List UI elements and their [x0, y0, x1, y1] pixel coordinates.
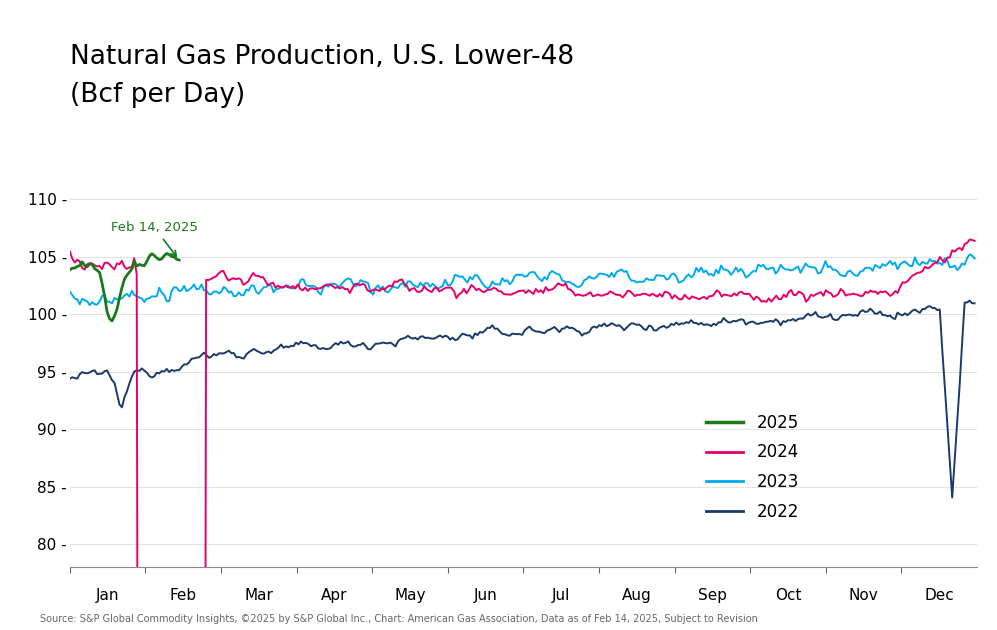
- Legend: 2025, 2024, 2023, 2022: 2025, 2024, 2023, 2022: [700, 407, 806, 527]
- Text: Feb 14, 2025: Feb 14, 2025: [111, 221, 198, 256]
- Text: Apr: Apr: [321, 588, 348, 603]
- Text: Source: S&P Global Commodity Insights, ©2025 by S&P Global Inc., Chart: American: Source: S&P Global Commodity Insights, ©…: [40, 614, 758, 624]
- Text: (Bcf per Day): (Bcf per Day): [70, 82, 245, 108]
- Text: Oct: Oct: [775, 588, 802, 603]
- Text: Natural Gas Production, U.S. Lower-48: Natural Gas Production, U.S. Lower-48: [70, 44, 574, 70]
- Text: May: May: [394, 588, 426, 603]
- Text: Nov: Nov: [848, 588, 878, 603]
- Text: Dec: Dec: [924, 588, 954, 603]
- Text: Jan: Jan: [96, 588, 120, 603]
- Text: Sep: Sep: [698, 588, 727, 603]
- Text: Feb: Feb: [169, 588, 196, 603]
- Text: Jul: Jul: [552, 588, 570, 603]
- Text: Jun: Jun: [474, 588, 498, 603]
- Text: Mar: Mar: [244, 588, 273, 603]
- Text: Aug: Aug: [622, 588, 652, 603]
